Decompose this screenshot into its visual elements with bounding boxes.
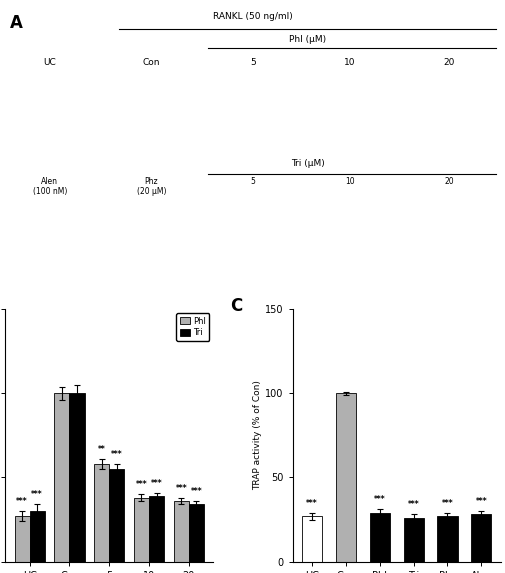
Text: ***: *** (150, 478, 162, 488)
Text: ***: *** (373, 496, 385, 504)
Text: Tri (μM): Tri (μM) (290, 159, 324, 168)
Bar (134, 497, 149, 562)
Bar (402, 518, 423, 562)
Text: ***: *** (175, 484, 187, 493)
Bar (301, 516, 322, 562)
Text: 5: 5 (249, 58, 256, 67)
Text: 20: 20 (443, 177, 453, 186)
Text: **: ** (97, 445, 106, 454)
Bar (188, 504, 204, 562)
Bar (470, 515, 490, 562)
Text: Alen
(100 nM): Alen (100 nM) (32, 177, 67, 197)
Text: 10: 10 (344, 177, 354, 186)
Bar (109, 469, 124, 562)
Text: Phz
(20 μM): Phz (20 μM) (136, 177, 166, 197)
Text: ***: *** (306, 499, 317, 508)
Text: ***: *** (475, 497, 486, 506)
Text: C: C (230, 297, 242, 315)
Bar (69, 394, 84, 562)
Text: 10: 10 (343, 58, 355, 67)
Text: ***: *** (407, 500, 419, 509)
Legend: Phl, Tri: Phl, Tri (176, 313, 209, 341)
Y-axis label: TRAP activity (% of Con): TRAP activity (% of Con) (253, 380, 262, 490)
Text: 20: 20 (442, 58, 453, 67)
Bar (15, 516, 30, 562)
Text: RANKL (50 ng/ml): RANKL (50 ng/ml) (213, 11, 292, 21)
Text: ***: *** (441, 499, 452, 508)
Text: ***: *** (135, 480, 147, 489)
Bar (173, 501, 188, 562)
Text: ***: *** (190, 487, 202, 496)
Bar (369, 513, 389, 562)
Text: Phl (μM): Phl (μM) (288, 35, 325, 44)
Text: 5: 5 (250, 177, 255, 186)
Bar (436, 516, 457, 562)
Bar (54, 394, 69, 562)
Bar (149, 496, 164, 562)
Text: ***: *** (111, 450, 122, 459)
Text: A: A (10, 14, 23, 33)
Bar (335, 394, 356, 562)
Text: Con: Con (142, 58, 160, 67)
Text: ***: *** (31, 490, 43, 499)
Text: ***: *** (16, 497, 28, 506)
Text: UC: UC (43, 58, 56, 67)
Bar (94, 464, 109, 562)
Bar (30, 511, 44, 562)
